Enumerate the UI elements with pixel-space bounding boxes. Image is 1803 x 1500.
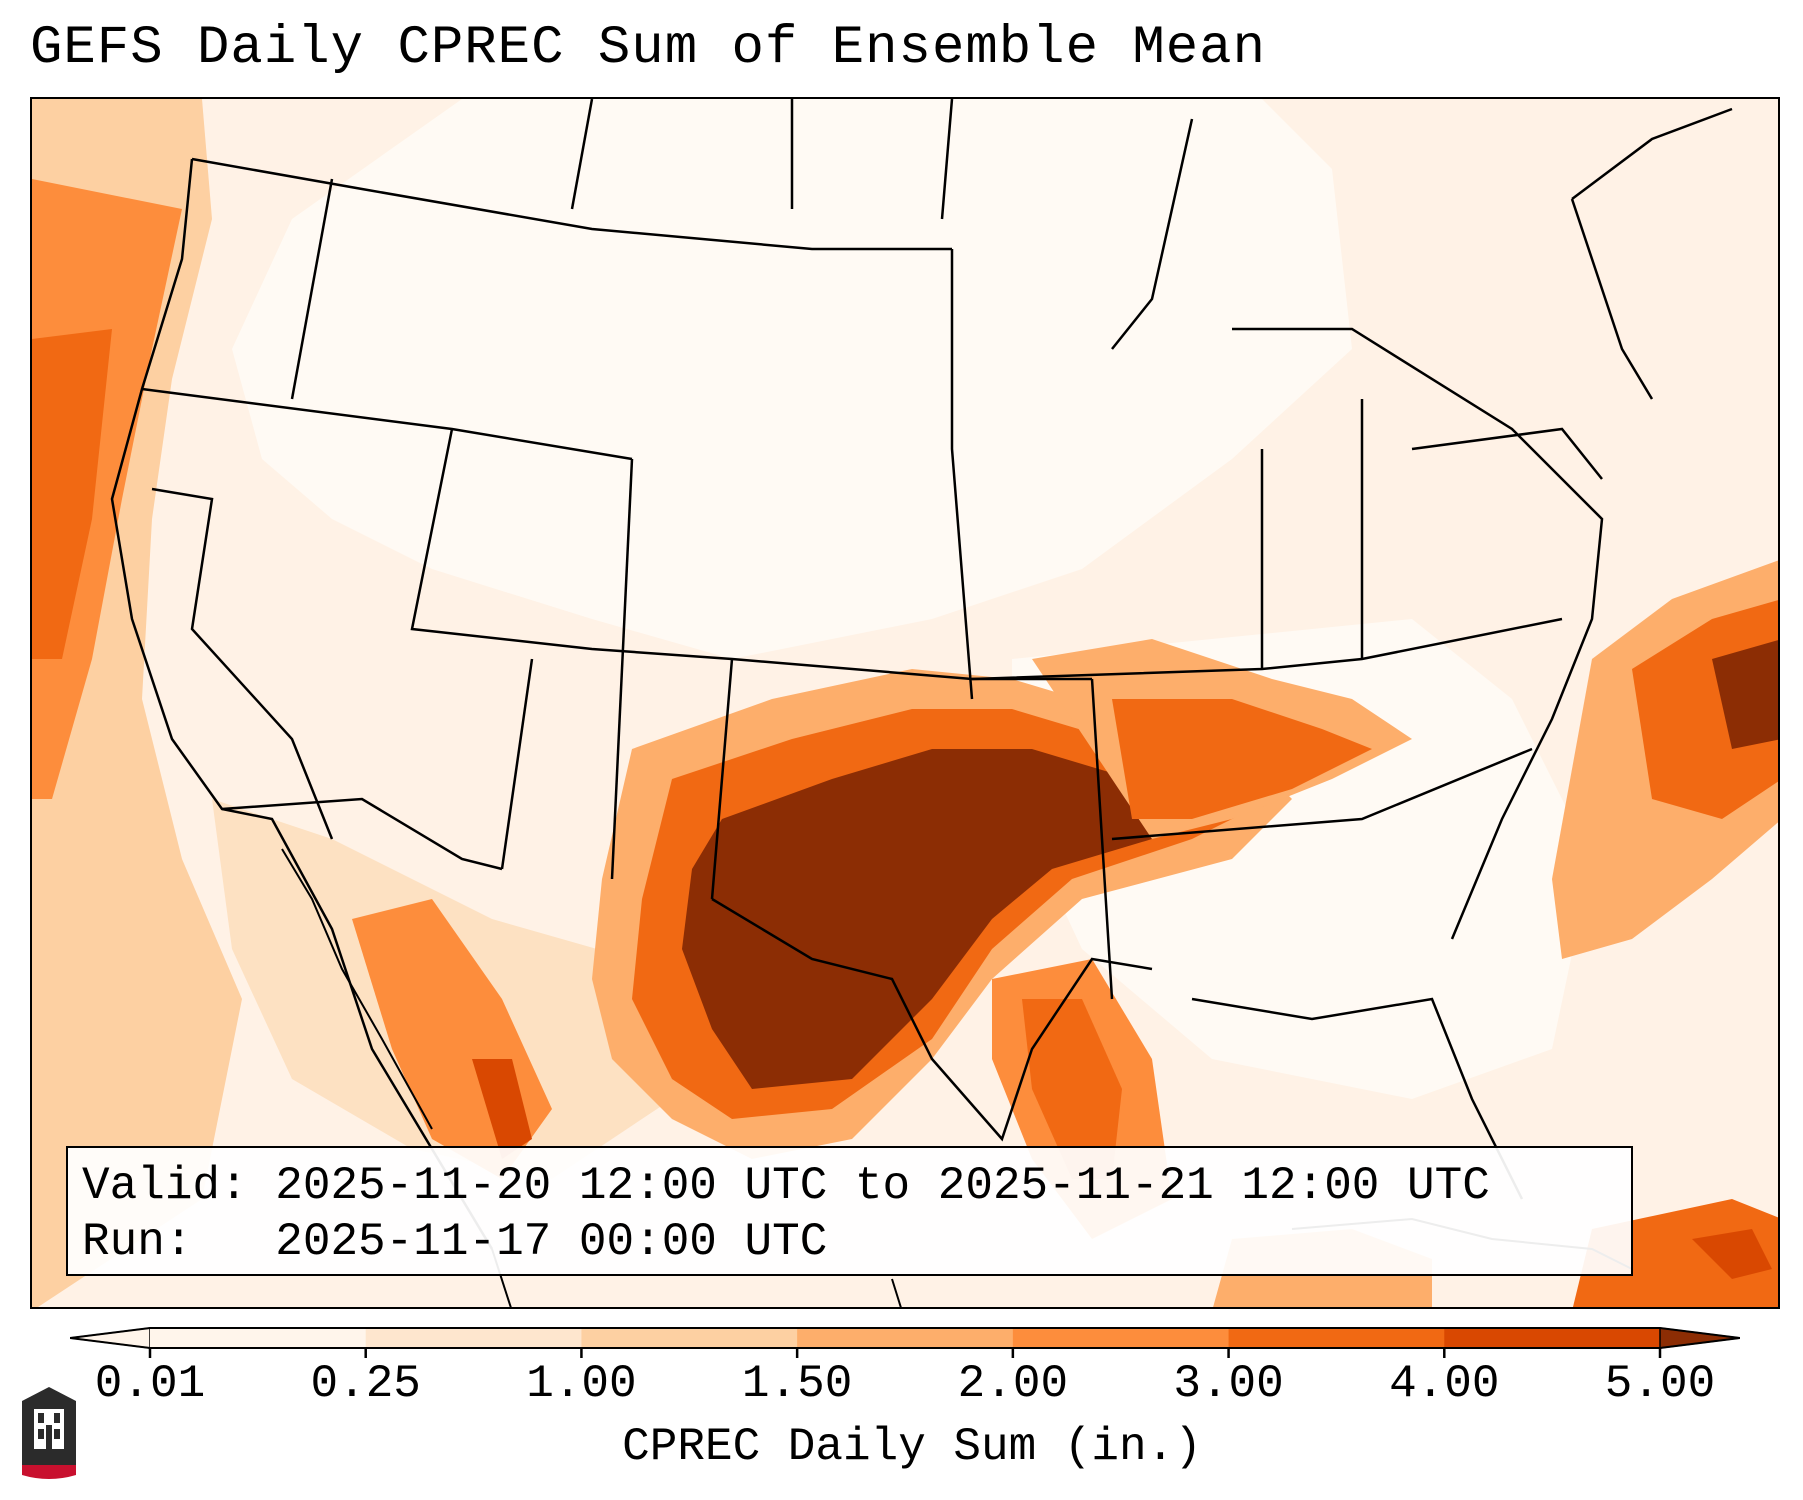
colorbar-segment xyxy=(150,1328,367,1348)
precipitation-map xyxy=(30,97,1780,1309)
colorbar-tick-label: 1.00 xyxy=(526,1358,637,1410)
colorbar-tick-label: 5.00 xyxy=(1604,1358,1716,1410)
state-boundaries xyxy=(110,99,1733,1250)
colorbar-segment xyxy=(1228,1328,1445,1348)
map-canvas xyxy=(32,99,1778,1307)
valid-run-info-box: Valid: 2025-11-20 12:00 UTC to 2025-11-2… xyxy=(66,1146,1633,1276)
colorbar-tick-label: 4.00 xyxy=(1389,1358,1500,1410)
map-title: GEFS Daily CPREC Sum of Ensemble Mean xyxy=(30,18,1266,79)
colorbar-segment xyxy=(581,1328,798,1348)
colorbar-tick-label: 3.00 xyxy=(1173,1358,1284,1410)
colorbar xyxy=(70,1327,1740,1358)
colorbar-title: CPREC Daily Sum (in.) xyxy=(622,1421,1202,1473)
run-time-label: Run: 2025-11-17 00:00 UTC xyxy=(82,1216,828,1268)
valid-time-label: Valid: 2025-11-20 12:00 UTC to 2025-11-2… xyxy=(82,1160,1490,1212)
colorbar-extend-max xyxy=(1659,1327,1740,1349)
colorbar-segment xyxy=(1012,1328,1230,1348)
colorbar-tick-label: 0.25 xyxy=(310,1358,421,1410)
colorbar-tick-label: 0.01 xyxy=(94,1358,206,1410)
colorbar-segment xyxy=(797,1328,1014,1348)
colorbar-tick-label: 1.50 xyxy=(741,1358,853,1410)
colorbar-tick-label: 2.00 xyxy=(957,1358,1069,1410)
colorbar-segment xyxy=(365,1328,582,1348)
colorbar-segment xyxy=(1444,1328,1661,1348)
precip-shading xyxy=(32,99,1778,1307)
colorbar-extend-min xyxy=(70,1327,151,1349)
niu-logo-icon xyxy=(22,1387,76,1479)
colorbar-ticks xyxy=(148,1348,1662,1358)
colorbar-segments xyxy=(70,1327,1740,1349)
